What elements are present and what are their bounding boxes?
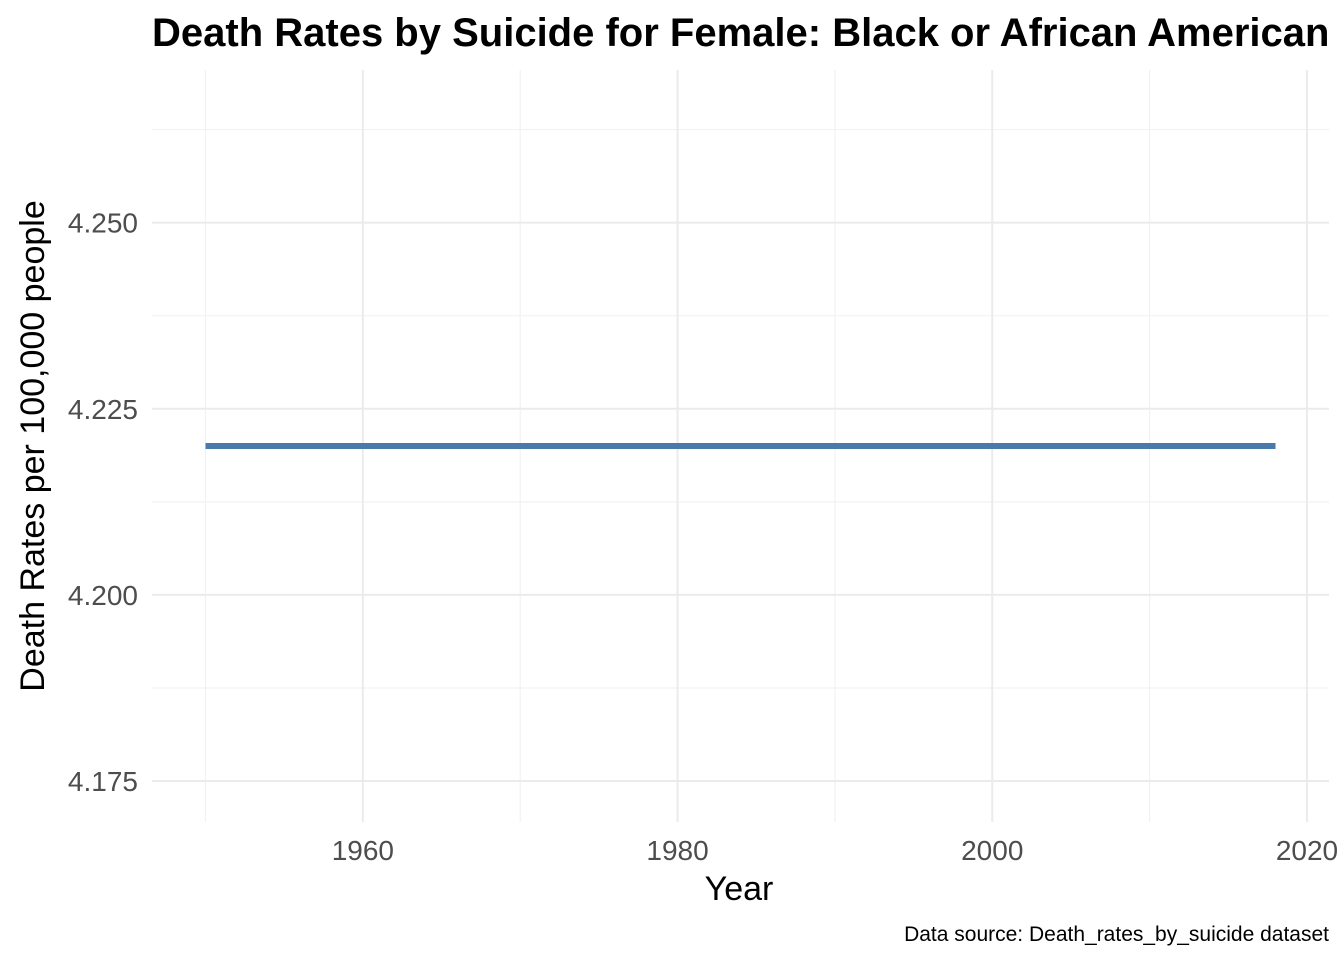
x-tick-label: 1980 (646, 835, 708, 866)
x-tick-labels: 1960 1980 2000 2020 (332, 835, 1338, 866)
y-tick-label: 4.200 (68, 580, 138, 611)
y-tick-label: 4.250 (68, 208, 138, 239)
y-tick-label: 4.175 (68, 766, 138, 797)
x-tick-label: 1960 (332, 835, 394, 866)
y-tick-label: 4.225 (68, 394, 138, 425)
data-source-caption: Data source: Death_rates_by_suicide data… (904, 923, 1329, 946)
grid-lines (152, 70, 1329, 822)
y-tick-labels: 4.175 4.200 4.225 4.250 (68, 208, 138, 797)
x-axis-title: Year (705, 870, 774, 908)
y-axis-title: Death Rates per 100,000 people (14, 200, 52, 691)
chart-title: Death Rates by Suicide for Female: Black… (152, 11, 1329, 55)
x-tick-label: 2020 (1276, 835, 1338, 866)
x-tick-label: 2000 (961, 835, 1023, 866)
